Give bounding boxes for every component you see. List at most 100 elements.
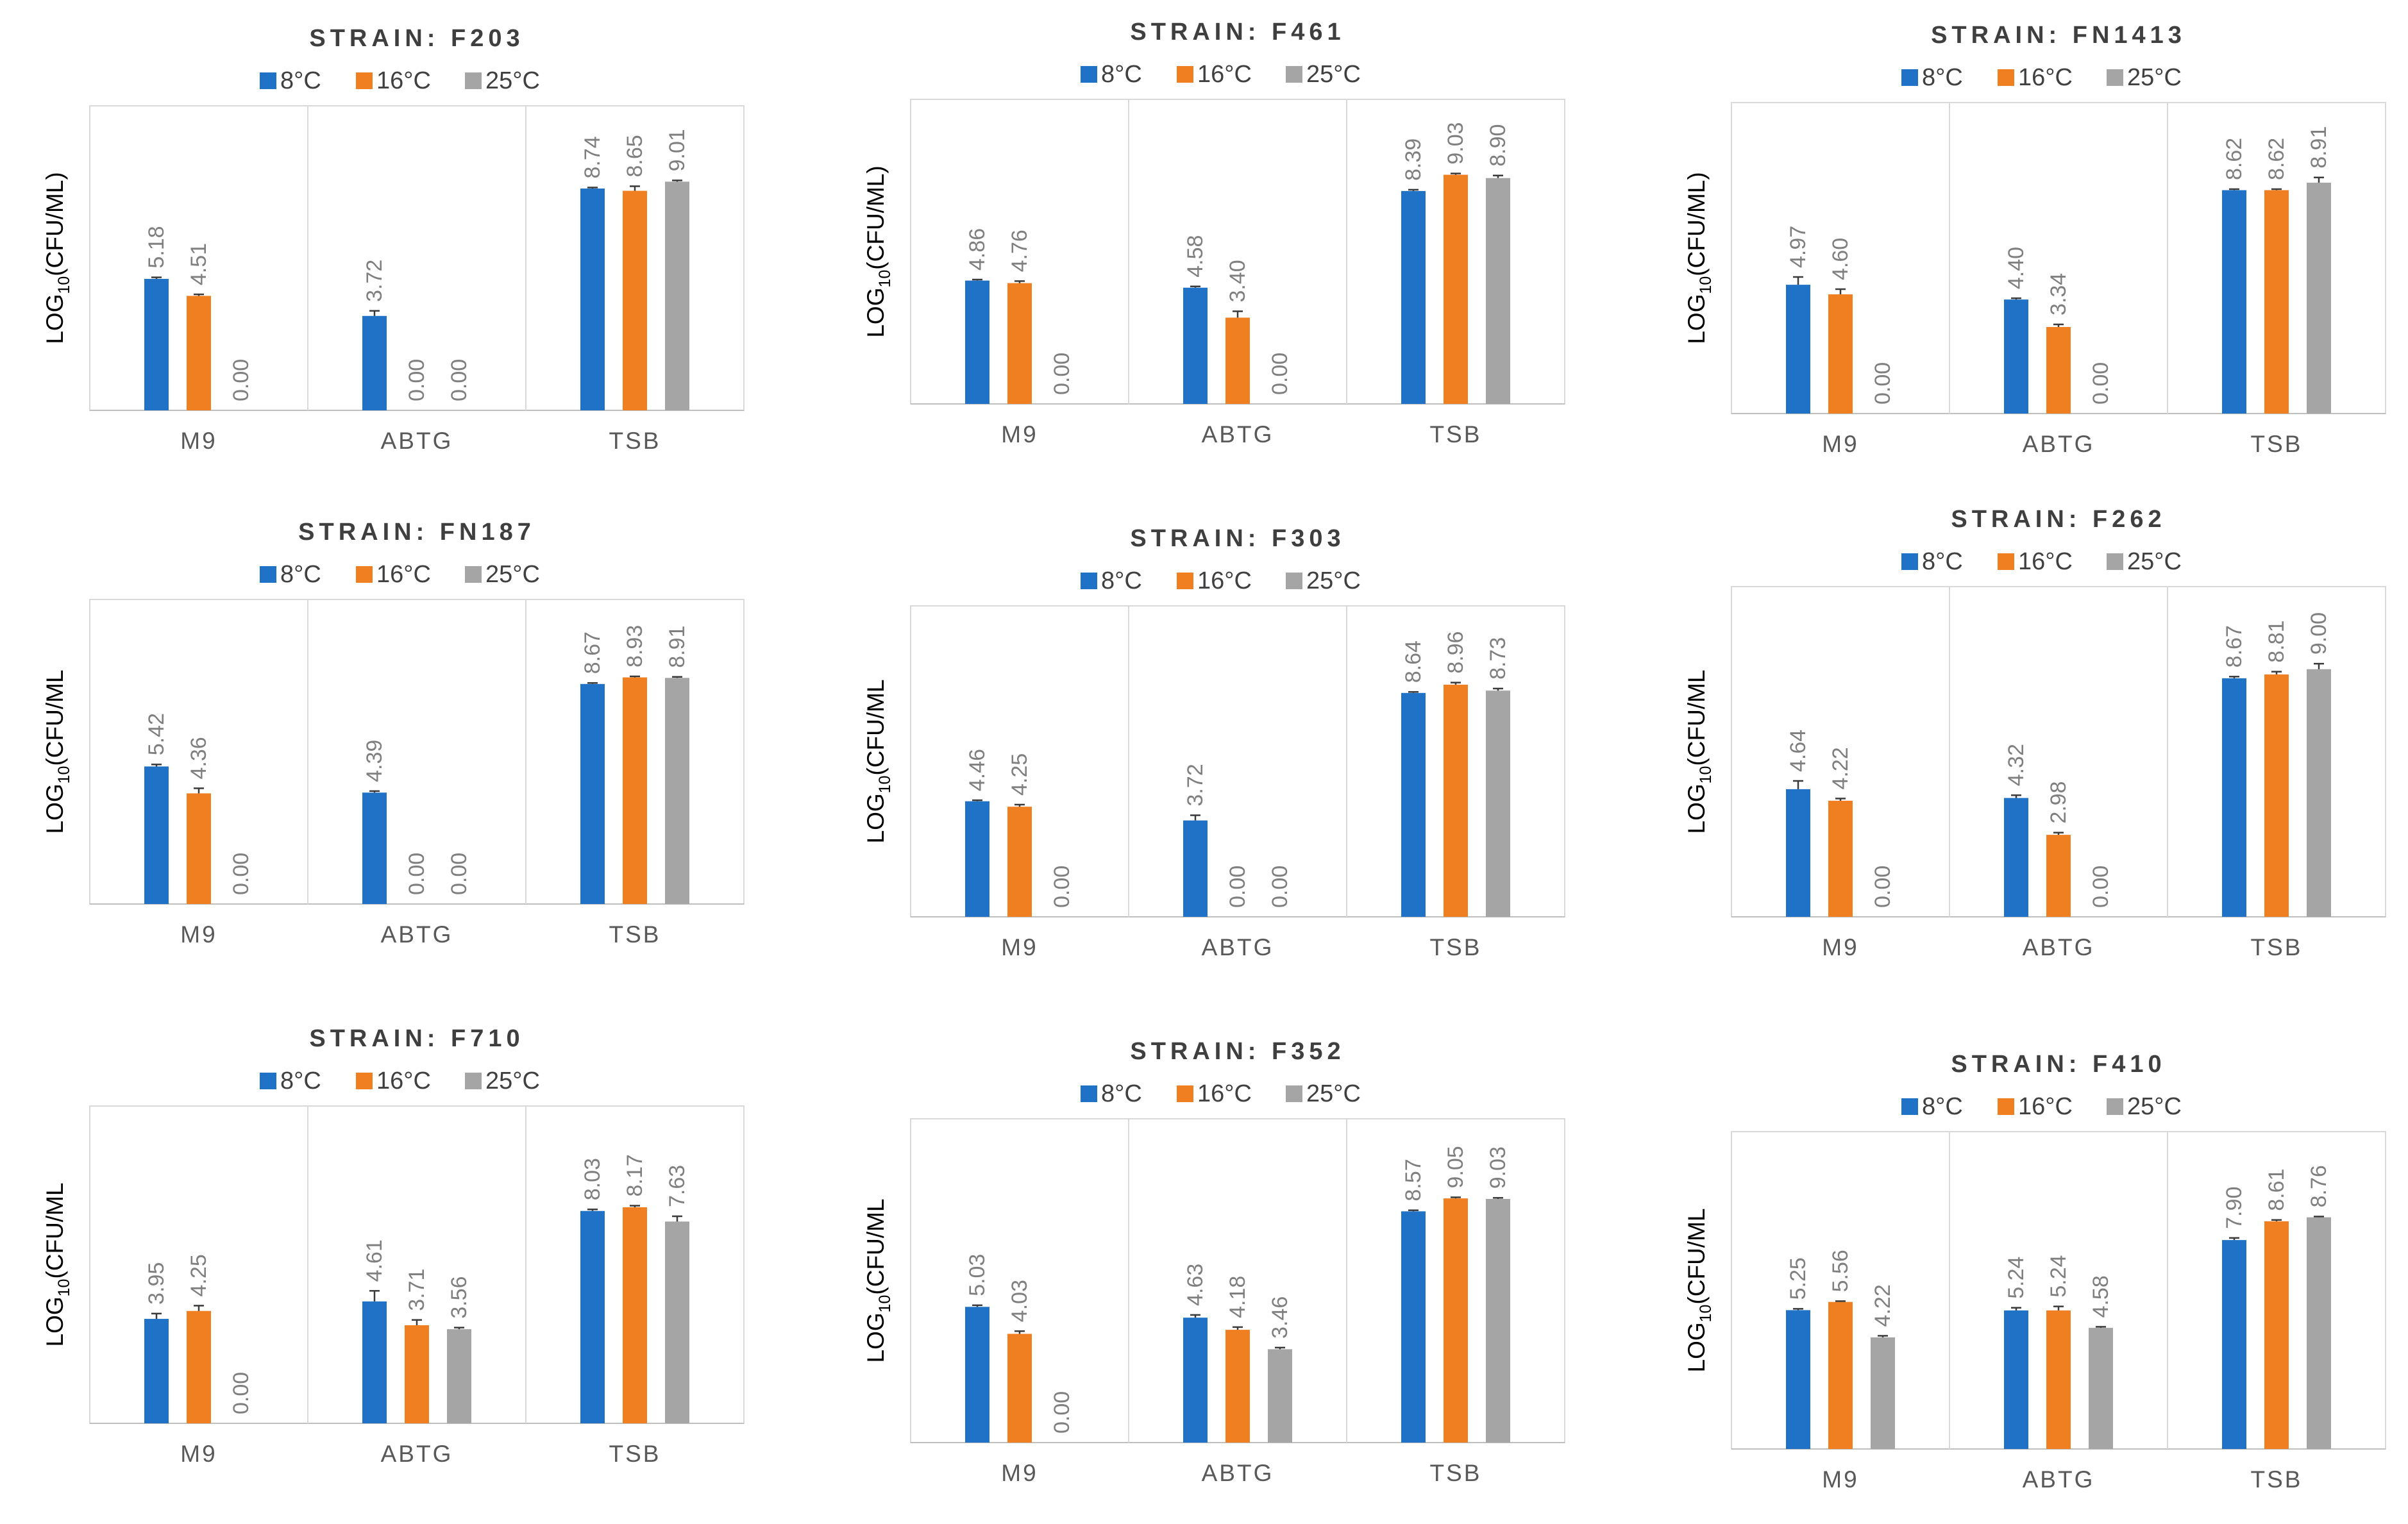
data-label: 8.93 bbox=[623, 625, 647, 667]
y-label-main: LOG bbox=[863, 793, 889, 843]
x-tick-label: TSB bbox=[1430, 934, 1482, 960]
data-label: 4.64 bbox=[1786, 730, 1810, 772]
legend-swatch-2 bbox=[465, 566, 482, 583]
bar bbox=[2004, 1310, 2028, 1449]
legend-label: 16°C bbox=[376, 67, 431, 94]
legend-label: 8°C bbox=[280, 561, 321, 588]
bar bbox=[623, 1207, 647, 1423]
chart-svg: STRAIN: F203 8°C 16°C 25°C LOG10(CFU/ML) M9 5.… bbox=[42, 25, 745, 454]
chart-svg: STRAIN: F710 8°C 16°C 25°C LOG10(CFU/ML M9 3.9… bbox=[42, 1025, 745, 1467]
bar bbox=[965, 801, 989, 917]
bar bbox=[623, 677, 647, 904]
x-tick-label: ABTG bbox=[381, 428, 453, 454]
data-label: 7.90 bbox=[2222, 1187, 2246, 1229]
data-label: 0.00 bbox=[229, 1372, 253, 1414]
data-label: 8.39 bbox=[1401, 138, 1426, 181]
data-label: 3.56 bbox=[447, 1276, 471, 1318]
legend-label: 8°C bbox=[1922, 64, 1963, 91]
legend-swatch-0 bbox=[260, 566, 276, 583]
data-label: 9.00 bbox=[2307, 612, 2331, 655]
y-label-sub: 10 bbox=[1697, 1305, 1715, 1323]
data-label: 8.90 bbox=[1486, 124, 1510, 167]
bar bbox=[1225, 1330, 1250, 1443]
legend-label: 25°C bbox=[2127, 1093, 2182, 1120]
data-label: 4.76 bbox=[1007, 230, 1032, 272]
chart-panel-f303: STRAIN: F303 8°C 16°C 25°C LOG10(CFU/ML M9 4.4… bbox=[834, 513, 1603, 987]
chart-title: STRAIN: F410 bbox=[1951, 1051, 2166, 1078]
data-label: 9.01 bbox=[665, 129, 689, 171]
bar bbox=[1183, 1318, 1208, 1443]
data-label: 4.40 bbox=[2004, 247, 2028, 289]
chart-title: STRAIN: FN187 bbox=[298, 519, 535, 546]
y-axis-label: LOG10(CFU/ML bbox=[42, 670, 73, 834]
y-axis-label: LOG10(CFU/ML bbox=[1683, 670, 1715, 834]
chart-title: STRAIN: F262 bbox=[1951, 506, 2166, 533]
bar bbox=[1486, 1198, 1510, 1443]
data-label: 8.62 bbox=[2222, 138, 2246, 180]
y-label-sub: 10 bbox=[55, 766, 73, 784]
data-label: 8.64 bbox=[1401, 641, 1426, 683]
bar bbox=[2089, 1328, 2113, 1449]
data-label: 4.36 bbox=[187, 737, 211, 779]
y-label-rest: (CFU/ML) bbox=[42, 172, 68, 276]
bar bbox=[1444, 174, 1468, 404]
data-label: 9.05 bbox=[1444, 1146, 1468, 1188]
legend-swatch-1 bbox=[1998, 553, 2014, 570]
legend-swatch-0 bbox=[260, 72, 276, 89]
y-axis-label: LOG10(CFU/ML bbox=[1683, 1209, 1715, 1373]
x-tick-label: TSB bbox=[2251, 934, 2303, 960]
bar bbox=[665, 181, 689, 410]
x-tick-label: M9 bbox=[1822, 1466, 1858, 1493]
chart-svg: STRAIN: F262 8°C 16°C 25°C LOG10(CFU/ML M9 4.6… bbox=[1683, 506, 2386, 960]
x-tick-label: TSB bbox=[609, 921, 661, 948]
data-label: 4.61 bbox=[362, 1239, 387, 1282]
data-label: 8.65 bbox=[623, 135, 647, 177]
bar bbox=[187, 296, 211, 410]
y-label-sub: 10 bbox=[55, 1279, 73, 1297]
chart-legend: 8°C 16°C 25°C bbox=[1901, 548, 2182, 575]
x-tick-label: TSB bbox=[2251, 1466, 2303, 1493]
legend-swatch-0 bbox=[1901, 1098, 1918, 1115]
y-label-sub: 10 bbox=[876, 776, 894, 794]
data-label: 3.40 bbox=[1225, 260, 1250, 302]
data-label: 0.00 bbox=[405, 853, 429, 895]
bar bbox=[965, 1307, 989, 1443]
data-label: 3.71 bbox=[405, 1269, 429, 1311]
bar bbox=[2046, 835, 2071, 917]
data-label: 0.00 bbox=[229, 359, 253, 401]
legend-label: 25°C bbox=[1306, 1080, 1361, 1107]
y-label-rest: (CFU/ML bbox=[42, 1183, 68, 1279]
data-label: 4.25 bbox=[1007, 753, 1032, 796]
bar bbox=[144, 1319, 169, 1423]
data-label: 8.57 bbox=[1401, 1159, 1426, 1201]
legend-swatch-2 bbox=[1286, 1085, 1302, 1102]
data-label: 8.67 bbox=[580, 632, 605, 674]
chart-title: STRAIN: F203 bbox=[309, 25, 524, 52]
legend-swatch-1 bbox=[1177, 573, 1193, 589]
bar bbox=[2004, 299, 2028, 414]
bar bbox=[965, 280, 989, 404]
bar bbox=[2004, 798, 2028, 917]
y-label-main: LOG bbox=[42, 294, 68, 344]
x-tick-label: M9 bbox=[180, 921, 217, 948]
chart-panel-f203: STRAIN: F203 8°C 16°C 25°C LOG10(CFU/ML) M9 5.… bbox=[13, 13, 782, 481]
data-label: 9.03 bbox=[1444, 122, 1468, 164]
data-label: 4.63 bbox=[1183, 1264, 1208, 1306]
chart-title: STRAIN: F352 bbox=[1130, 1038, 1345, 1065]
bar bbox=[2307, 182, 2331, 414]
y-axis-label: LOG10(CFU/ML) bbox=[1683, 172, 1715, 344]
chart-svg: STRAIN: F410 8°C 16°C 25°C LOG10(CFU/ML M9 5.2… bbox=[1683, 1051, 2386, 1493]
data-label: 5.24 bbox=[2004, 1257, 2028, 1299]
x-tick-label: M9 bbox=[180, 1441, 217, 1467]
bar bbox=[1828, 294, 1853, 414]
legend-label: 16°C bbox=[2018, 64, 2073, 91]
chart-title: STRAIN: F710 bbox=[309, 1025, 524, 1052]
chart-legend: 8°C 16°C 25°C bbox=[1901, 1093, 2182, 1120]
legend-swatch-2 bbox=[1286, 573, 1302, 589]
data-label: 5.42 bbox=[144, 713, 169, 755]
legend-swatch-2 bbox=[465, 72, 482, 89]
bar bbox=[1268, 1349, 1292, 1443]
y-axis-label: LOG10(CFU/ML) bbox=[863, 165, 894, 337]
data-label: 8.73 bbox=[1486, 637, 1510, 680]
